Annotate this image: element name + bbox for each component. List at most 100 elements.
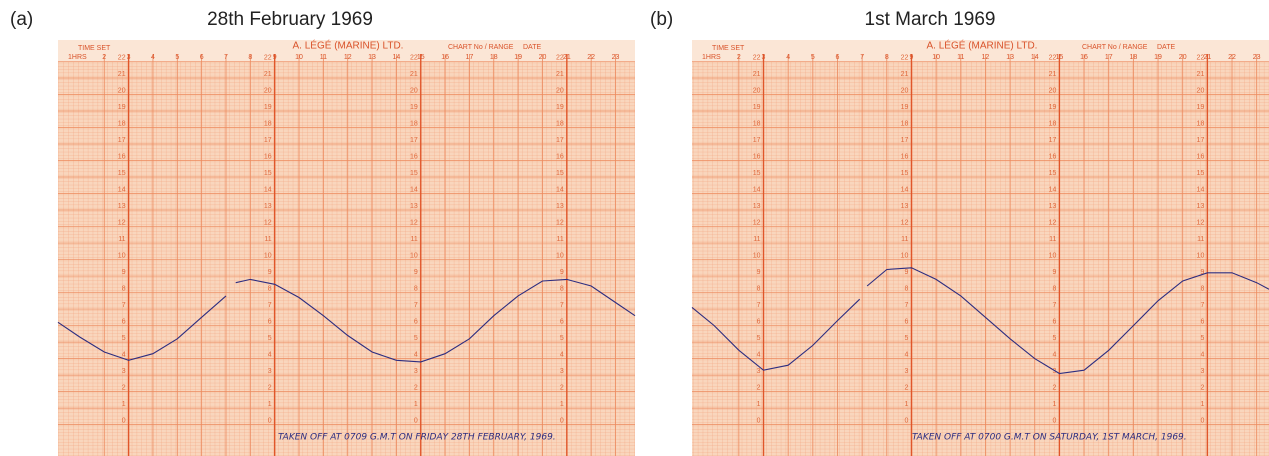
y-tick-label: 13: [1049, 203, 1057, 210]
tide-trace: [691, 267, 1269, 375]
y-tick-label: 6: [905, 318, 909, 325]
y-tick-label: 12: [118, 219, 126, 226]
y-tick-label: 18: [1049, 120, 1057, 127]
y-tick-label: 1: [757, 401, 761, 408]
y-tick-label: 22: [1197, 54, 1205, 61]
y-tick-label: 6: [268, 318, 272, 325]
y-tick-label: 18: [901, 120, 909, 127]
y-tick-label: 8: [560, 285, 564, 292]
y-tick-label: 16: [556, 153, 564, 160]
chart-range-label: CHART No / RANGE: [1082, 44, 1148, 51]
y-tick-label: 15: [1049, 170, 1057, 177]
y-tick-label: 14: [901, 186, 909, 193]
y-tick-label: 11: [264, 236, 271, 243]
y-tick-label: 3: [414, 368, 418, 375]
x-tick-label: 18: [1129, 54, 1137, 61]
y-tick-label: 2: [1200, 384, 1204, 391]
y-tick-label: 12: [410, 219, 418, 226]
chart-range-label: CHART No / RANGE: [448, 44, 514, 51]
x-tick-label: 5: [175, 54, 179, 61]
y-tick-label: 22: [753, 54, 761, 61]
y-tick-label: 2: [122, 384, 126, 391]
y-tick-label: 10: [264, 252, 272, 259]
y-tick-label: 15: [410, 170, 418, 177]
y-tick-label: 15: [901, 170, 909, 177]
y-tick-label: 12: [901, 219, 909, 226]
y-tick-label: 0: [560, 417, 564, 424]
y-tick-label: 20: [556, 87, 564, 94]
y-tick-label: 15: [118, 170, 126, 177]
y-tick-label: 21: [753, 71, 761, 78]
y-tick-label: 12: [556, 219, 564, 226]
y-tick-label: 17: [1197, 137, 1205, 144]
y-tick-label: 12: [753, 219, 761, 226]
x-tick-label: 22: [1228, 54, 1236, 61]
y-tick-label: 1: [905, 401, 909, 408]
y-tick-label: 20: [901, 87, 909, 94]
y-tick-label: 17: [753, 137, 761, 144]
x-tick-label: 20: [1179, 54, 1187, 61]
x-tick-label: 17: [466, 54, 474, 61]
y-tick-label: 8: [268, 285, 272, 292]
x-tick-label: 9: [910, 54, 914, 61]
y-tick-label: 22: [118, 54, 126, 61]
panel-label: (b): [650, 9, 673, 30]
x-tick-label: 8: [248, 54, 252, 61]
x-tick-label: 19: [514, 54, 522, 61]
annotation: TAKEN OFF AT 0709 G.M.T ON FRIDAY 28TH F…: [278, 433, 556, 443]
y-tick-label: 13: [1197, 203, 1205, 210]
y-tick-label: 4: [560, 351, 564, 358]
x-tick-label: 11: [320, 54, 327, 61]
y-tick-label: 22: [901, 54, 909, 61]
y-tick-label: 18: [1197, 120, 1205, 127]
y-tick-label: 16: [753, 153, 761, 160]
x-tick-label: 23: [1253, 54, 1261, 61]
y-tick-label: 10: [1197, 252, 1205, 259]
x-tick-label: 4: [151, 54, 155, 61]
y-tick-label: 21: [118, 71, 126, 78]
x-tick-label: 11: [957, 54, 964, 61]
y-tick-label: 16: [901, 153, 909, 160]
y-tick-label: 22: [1049, 54, 1057, 61]
y-tick-label: 8: [1052, 285, 1056, 292]
y-tick-label: 16: [118, 153, 126, 160]
x-tick-label: 7: [224, 54, 228, 61]
y-tick-label: 6: [757, 318, 761, 325]
y-tick-label: 9: [1200, 269, 1204, 276]
y-tick-label: 13: [901, 203, 909, 210]
y-tick-label: 19: [1197, 104, 1205, 111]
y-tick-label: 20: [753, 87, 761, 94]
y-tick-label: 19: [264, 104, 272, 111]
y-tick-label: 7: [1052, 302, 1056, 309]
y-tick-label: 4: [1052, 351, 1056, 358]
y-tick-label: 19: [118, 104, 126, 111]
y-tick-label: 8: [122, 285, 126, 292]
x-tick-label: 9: [273, 54, 277, 61]
y-tick-label: 5: [560, 335, 564, 342]
y-tick-label: 9: [414, 269, 418, 276]
y-tick-label: 21: [1049, 71, 1057, 78]
date-label: DATE: [1157, 44, 1175, 51]
x-tick-label: 12: [344, 54, 352, 61]
y-tick-label: 15: [264, 170, 272, 177]
y-tick-label: 9: [122, 269, 126, 276]
y-tick-label: 19: [901, 104, 909, 111]
x-tick-label: 13: [1006, 54, 1014, 61]
x-tick-label: 8: [885, 54, 889, 61]
y-tick-label: 6: [1052, 318, 1056, 325]
y-tick-label: 2: [268, 384, 272, 391]
time-set-label: TIME SET: [712, 45, 745, 52]
y-tick-label: 4: [122, 351, 126, 358]
y-tick-label: 10: [556, 252, 564, 259]
y-tick-label: 0: [1200, 417, 1204, 424]
x-tick-label: 2: [102, 54, 106, 61]
y-tick-label: 0: [757, 417, 761, 424]
y-tick-label: 3: [1200, 368, 1204, 375]
x-tick-label: 14: [393, 54, 401, 61]
x-tick-label: 6: [836, 54, 840, 61]
x-tick-label: 15: [1056, 54, 1064, 61]
y-tick-label: 17: [556, 137, 564, 144]
y-tick-label: 4: [757, 351, 761, 358]
y-tick-label: 19: [1049, 104, 1057, 111]
